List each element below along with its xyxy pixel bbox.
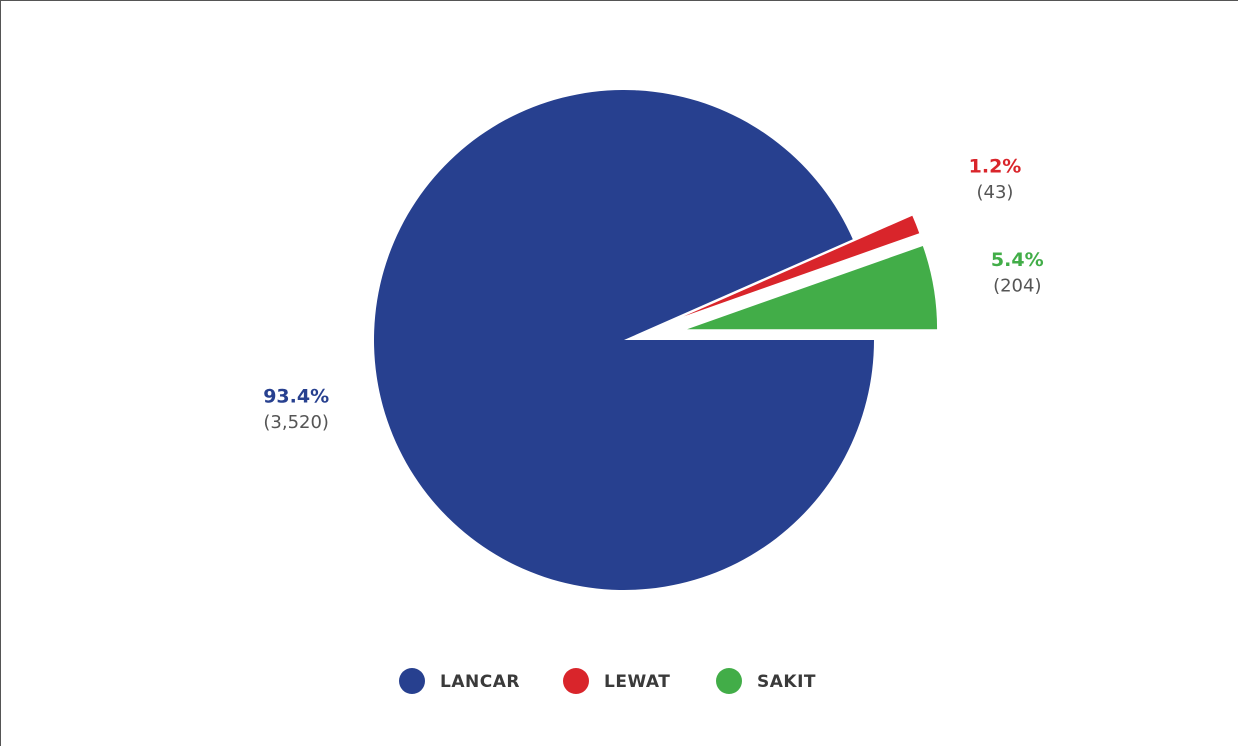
value-label: 5.4% <box>991 249 1044 271</box>
value-label: 1.2% <box>969 156 1022 178</box>
legend-label: LANCAR <box>440 672 520 692</box>
count-label: (204) <box>993 276 1041 297</box>
legend-marker <box>399 668 425 694</box>
count-label: (3,520) <box>263 412 329 433</box>
pie-slice <box>683 215 920 317</box>
value-label: 93.4% <box>263 385 329 407</box>
legend-label: SAKIT <box>757 672 816 692</box>
legend-marker <box>716 668 742 694</box>
count-label: (43) <box>977 182 1014 203</box>
legend-marker <box>563 668 589 694</box>
legend-label: LEWAT <box>604 672 670 692</box>
pie-slice <box>373 89 874 590</box>
pie-slice <box>687 245 938 330</box>
